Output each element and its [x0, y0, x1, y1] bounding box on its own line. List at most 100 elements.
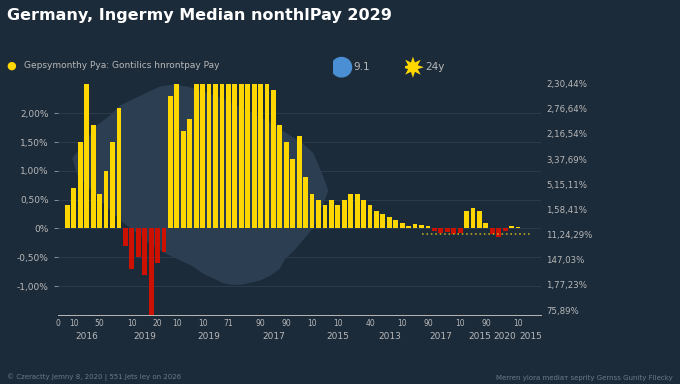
Bar — [471, 209, 475, 228]
Bar — [155, 228, 160, 263]
Bar — [290, 159, 295, 228]
Bar — [296, 136, 302, 228]
Text: 2015: 2015 — [326, 332, 350, 341]
Polygon shape — [72, 84, 328, 285]
Bar — [348, 194, 353, 228]
Circle shape — [332, 58, 352, 77]
Text: 90: 90 — [481, 319, 491, 328]
Bar — [393, 220, 398, 228]
Bar — [188, 119, 192, 228]
Bar — [426, 226, 430, 228]
Text: 3,37,69%: 3,37,69% — [546, 156, 587, 164]
Bar — [168, 96, 173, 228]
Text: 75,89%: 75,89% — [546, 306, 579, 316]
Bar — [381, 214, 386, 228]
Text: 2015: 2015 — [520, 332, 543, 341]
Bar — [368, 205, 373, 228]
Text: 2017: 2017 — [429, 332, 452, 341]
Bar — [432, 228, 437, 231]
Text: 2,76,64%: 2,76,64% — [546, 105, 587, 114]
Text: 2019: 2019 — [198, 332, 220, 341]
Bar — [162, 228, 167, 252]
Bar — [213, 50, 218, 228]
Bar — [445, 228, 449, 232]
Bar — [284, 142, 289, 228]
Bar — [245, 84, 250, 228]
Bar — [452, 228, 456, 234]
Bar — [110, 142, 115, 228]
Text: Merren ylora mediат seprity Gernss Gunity Fllecky: Merren ylora mediат seprity Gernss Gunit… — [496, 375, 673, 381]
Text: 24y: 24y — [425, 62, 444, 72]
Bar — [335, 205, 340, 228]
Bar — [142, 228, 147, 275]
Text: 10: 10 — [172, 319, 182, 328]
Text: 90: 90 — [282, 319, 291, 328]
Bar — [103, 171, 109, 228]
Bar — [464, 211, 469, 228]
Bar — [322, 205, 327, 228]
Text: 2020: 2020 — [494, 332, 517, 341]
Bar — [387, 217, 392, 228]
Bar — [129, 228, 134, 269]
Text: 2,30,44%: 2,30,44% — [546, 80, 587, 89]
Text: 90: 90 — [256, 319, 265, 328]
Text: Germany, Ingermy Median nonthlPay 2029: Germany, Ingermy Median nonthlPay 2029 — [7, 8, 392, 23]
Bar — [413, 224, 418, 228]
Bar — [65, 205, 70, 228]
Bar — [374, 211, 379, 228]
Text: 147,03%: 147,03% — [546, 256, 584, 265]
Text: 10: 10 — [307, 319, 317, 328]
Bar — [406, 226, 411, 228]
Bar — [175, 50, 180, 228]
Text: 10: 10 — [397, 319, 407, 328]
Text: 2016: 2016 — [75, 332, 98, 341]
Bar — [419, 225, 424, 228]
Bar — [303, 177, 308, 228]
Text: 20: 20 — [153, 319, 163, 328]
Bar — [316, 200, 321, 228]
Text: ●: ● — [7, 60, 16, 70]
Bar — [458, 228, 462, 233]
Text: 2,16,54%: 2,16,54% — [546, 130, 587, 139]
Bar — [226, 50, 231, 228]
Text: 2015: 2015 — [468, 332, 491, 341]
Text: 11,24,29%: 11,24,29% — [546, 231, 592, 240]
Bar — [149, 228, 154, 315]
Bar — [239, 79, 243, 228]
Polygon shape — [402, 56, 424, 78]
Bar — [181, 131, 186, 228]
Bar — [71, 188, 76, 228]
Text: 5,15,11%: 5,15,11% — [546, 181, 587, 190]
Text: 10: 10 — [333, 319, 343, 328]
Bar — [194, 21, 199, 228]
Bar — [207, 56, 211, 228]
Text: 2013: 2013 — [378, 332, 401, 341]
Text: © Czeractty Jemny 8, 2020 | 551 Jets ley on 2026: © Czeractty Jemny 8, 2020 | 551 Jets ley… — [7, 373, 181, 381]
Bar — [355, 194, 360, 228]
Bar — [271, 90, 276, 228]
Bar — [515, 227, 520, 228]
Text: Gepsymonthy Pya: Gontilics hnrontpay Pay: Gepsymonthy Pya: Gontilics hnrontpay Pay — [24, 61, 219, 70]
Bar — [490, 228, 495, 234]
Bar — [200, 38, 205, 228]
Text: 1,77,23%: 1,77,23% — [546, 281, 587, 290]
Bar — [329, 200, 334, 228]
Text: 90: 90 — [423, 319, 433, 328]
Bar — [400, 223, 405, 228]
Bar — [220, 84, 224, 228]
Bar — [91, 125, 96, 228]
Bar — [496, 228, 501, 237]
Text: 2019: 2019 — [133, 332, 156, 341]
Bar — [439, 228, 443, 233]
Bar — [123, 228, 128, 246]
Bar — [258, 56, 263, 228]
Text: 2017: 2017 — [262, 332, 285, 341]
Bar — [265, 38, 269, 228]
Bar — [84, 50, 89, 228]
Text: 10: 10 — [69, 319, 79, 328]
Text: 10: 10 — [127, 319, 137, 328]
Bar — [503, 228, 507, 231]
Bar — [78, 142, 83, 228]
Text: 10: 10 — [513, 319, 523, 328]
Bar — [233, 27, 237, 228]
